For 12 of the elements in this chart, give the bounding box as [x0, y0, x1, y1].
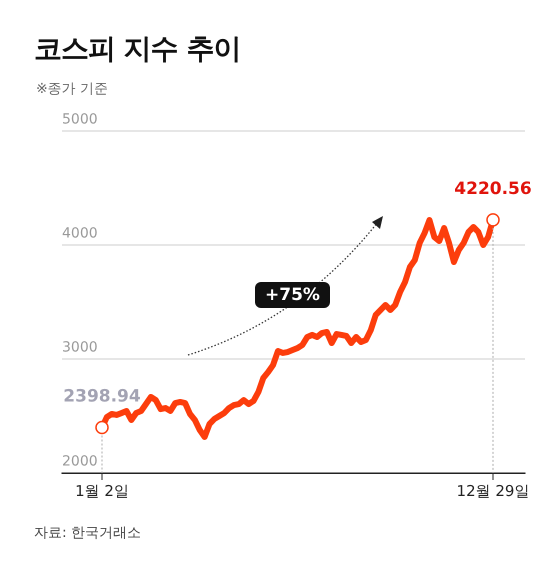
y-tick-label: 3000: [62, 340, 98, 356]
chart-title: 코스피 지수 추이: [34, 31, 240, 67]
chart-subtitle: ※종가 기준: [36, 80, 108, 98]
y-tick-label: 2000: [62, 454, 98, 470]
annotation: 4220.56: [454, 178, 532, 199]
x-tick-label: 12월 29일: [456, 482, 530, 500]
y-tick-label: 4000: [62, 226, 98, 242]
x-tick-label: 1월 2일: [75, 482, 129, 500]
annotation: +75%: [255, 282, 330, 308]
annotation: 2398.94: [63, 386, 141, 406]
y-tick-label: 5000: [62, 112, 98, 128]
text: 자료: 한국거래소: [34, 524, 142, 542]
